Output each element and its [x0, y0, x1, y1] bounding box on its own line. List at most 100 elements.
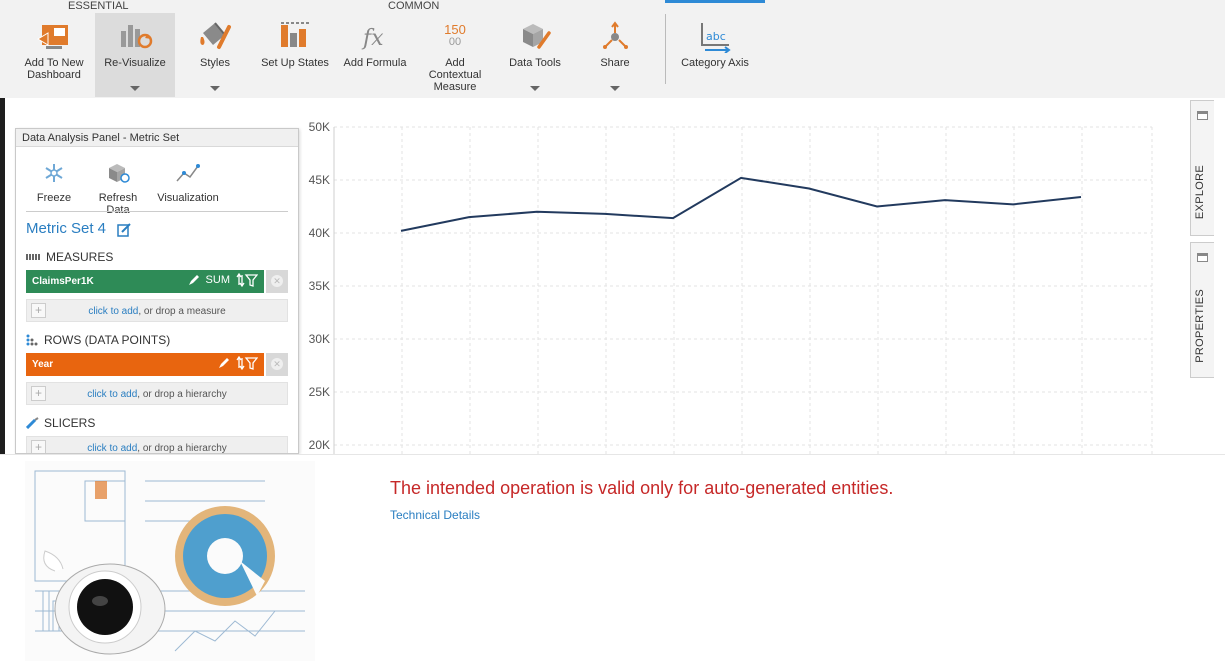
dropzone-hint: , or drop a measure [138, 306, 226, 317]
ribbon-toolbar: ESSENTIAL COMMON Add To New Dashboard Re… [0, 0, 1225, 98]
contextual-measure-icon-decimals: 00 [448, 36, 462, 48]
slicers-heading-text: SLICERS [44, 416, 96, 430]
dropzone-hint: , or drop a hierarchy [137, 443, 227, 454]
data-point[interactable] [738, 175, 744, 181]
y-tick-label: 35K [309, 279, 330, 293]
tool-label: Styles [200, 57, 230, 69]
add-formula-button[interactable]: fx Add Formula [338, 13, 412, 97]
measure-pill-actions: SUM [188, 273, 258, 287]
measures-heading: MEASURES [26, 250, 113, 264]
row-pill[interactable]: Year [26, 353, 264, 376]
click-to-add-link[interactable]: click to add [87, 443, 138, 454]
data-point[interactable] [466, 214, 472, 220]
remove-row-button[interactable]: ✕ [266, 353, 288, 376]
data-point[interactable] [874, 204, 880, 210]
share-button[interactable]: Share [578, 13, 652, 97]
measure-dropzone[interactable]: + click to add, or drop a measure [26, 299, 288, 322]
data-point[interactable] [806, 185, 812, 191]
re-visualize-button[interactable]: Re-Visualize [95, 13, 175, 97]
toolbar-separator [665, 14, 666, 84]
slicers-heading: SLICERS [26, 416, 95, 430]
minimize-icon[interactable] [1197, 253, 1208, 262]
aggregation-label[interactable]: SUM [205, 274, 230, 286]
tool-label: Add Contextual Measure [428, 57, 482, 93]
pencil-icon[interactable] [218, 357, 230, 369]
tool-label: Share [600, 57, 630, 69]
refresh-data-button[interactable]: Refresh Data [86, 161, 150, 216]
data-points-icon [26, 334, 38, 346]
contextual-measure-icon: 150 00 [437, 23, 473, 53]
plus-icon[interactable]: + [31, 303, 46, 318]
set-up-states-button[interactable]: Set Up States [258, 13, 332, 97]
coffee-donut-illustration [25, 461, 315, 661]
click-to-add-link[interactable]: click to add [88, 306, 139, 317]
remove-measure-button[interactable]: ✕ [266, 270, 288, 293]
styles-button[interactable]: Styles [178, 13, 252, 97]
sort-filter-icon[interactable] [236, 273, 258, 287]
freeze-button[interactable]: Freeze [36, 161, 72, 204]
dropdown-caret-icon[interactable] [130, 86, 140, 91]
data-point[interactable] [602, 211, 608, 217]
paint-bucket-icon [200, 22, 231, 49]
technical-details-link[interactable]: Technical Details [390, 508, 481, 522]
metric-set-title: Metric Set 4 [26, 220, 107, 237]
close-icon: ✕ [271, 358, 283, 370]
dropdown-caret-icon[interactable] [210, 86, 220, 91]
panel-divider [26, 211, 288, 212]
add-to-new-dashboard-button[interactable]: Add To New Dashboard [15, 13, 93, 97]
chart-grid [333, 126, 1153, 454]
data-point[interactable] [1078, 194, 1084, 200]
error-area: The intended operation is valid only for… [0, 454, 1225, 661]
dropdown-caret-icon[interactable] [530, 86, 540, 91]
contextual-measure-icon-number: 150 [444, 22, 466, 37]
formula-fx-icon: fx [361, 26, 384, 51]
explore-tab-label: EXPLORE [1194, 165, 1206, 220]
measure-name: ClaimsPer1K [32, 276, 94, 287]
line-chart: 50K 45K 40K 35K 30K 25K 20K [309, 120, 1153, 454]
row-name: Year [32, 359, 54, 370]
data-point[interactable] [942, 197, 948, 203]
edit-icon[interactable] [117, 222, 132, 237]
error-message: The intended operation is valid only for… [390, 478, 894, 498]
y-tick-label: 45K [309, 173, 330, 187]
y-tick-label: 40K [309, 226, 330, 240]
plus-icon[interactable]: + [31, 386, 46, 401]
slicer-icon [26, 417, 39, 429]
dropdown-caret-icon[interactable] [610, 86, 620, 91]
panel-title: Data Analysis Panel - Metric Set [16, 129, 298, 147]
minimize-icon[interactable] [1197, 111, 1208, 120]
click-to-add-link[interactable]: click to add [87, 389, 138, 400]
measure-pill[interactable]: ClaimsPer1K SUM [26, 270, 264, 293]
category-axis-button[interactable]: abc Category Axis [675, 13, 755, 97]
data-tools-button[interactable]: Data Tools [498, 13, 572, 97]
data-analysis-panel: Data Analysis Panel - Metric Set Freeze … [15, 128, 299, 454]
visualization-button[interactable]: Visualization [156, 161, 220, 204]
add-contextual-measure-button[interactable]: 150 00 Add Contextual Measure [418, 13, 492, 97]
group-label-common: COMMON [388, 0, 440, 12]
rows-heading: ROWS (DATA POINTS) [26, 333, 170, 347]
data-point[interactable] [670, 215, 676, 221]
data-point[interactable] [398, 228, 404, 234]
y-tick-label: 25K [309, 385, 330, 399]
series-line[interactable] [400, 176, 1082, 232]
visualization-label: Visualization [157, 192, 219, 204]
row-pill-actions [218, 356, 258, 370]
plus-icon[interactable]: + [31, 440, 46, 453]
dropzone-text: click to add, or drop a hierarchy [27, 389, 287, 400]
share-nodes-icon [603, 21, 628, 49]
y-tick-label: 30K [309, 332, 330, 346]
sort-filter-icon[interactable] [236, 356, 258, 370]
rows-heading-text: ROWS (DATA POINTS) [44, 333, 171, 347]
dropzone-text: click to add, or drop a measure [27, 306, 287, 317]
data-point[interactable] [534, 209, 540, 215]
explore-tab[interactable]: EXPLORE [1190, 100, 1214, 236]
data-point[interactable] [1010, 201, 1016, 207]
data-cube-pencil-icon [523, 24, 551, 49]
series-line-group [398, 175, 1084, 234]
tool-label: Add To New Dashboard [24, 57, 84, 81]
row-dropzone[interactable]: + click to add, or drop a hierarchy [26, 382, 288, 405]
properties-tab[interactable]: PROPERTIES [1190, 242, 1214, 378]
pencil-icon[interactable] [188, 274, 200, 286]
slicer-dropzone[interactable]: + click to add, or drop a hierarchy [26, 436, 288, 454]
contextual-tab-accent [665, 0, 765, 3]
